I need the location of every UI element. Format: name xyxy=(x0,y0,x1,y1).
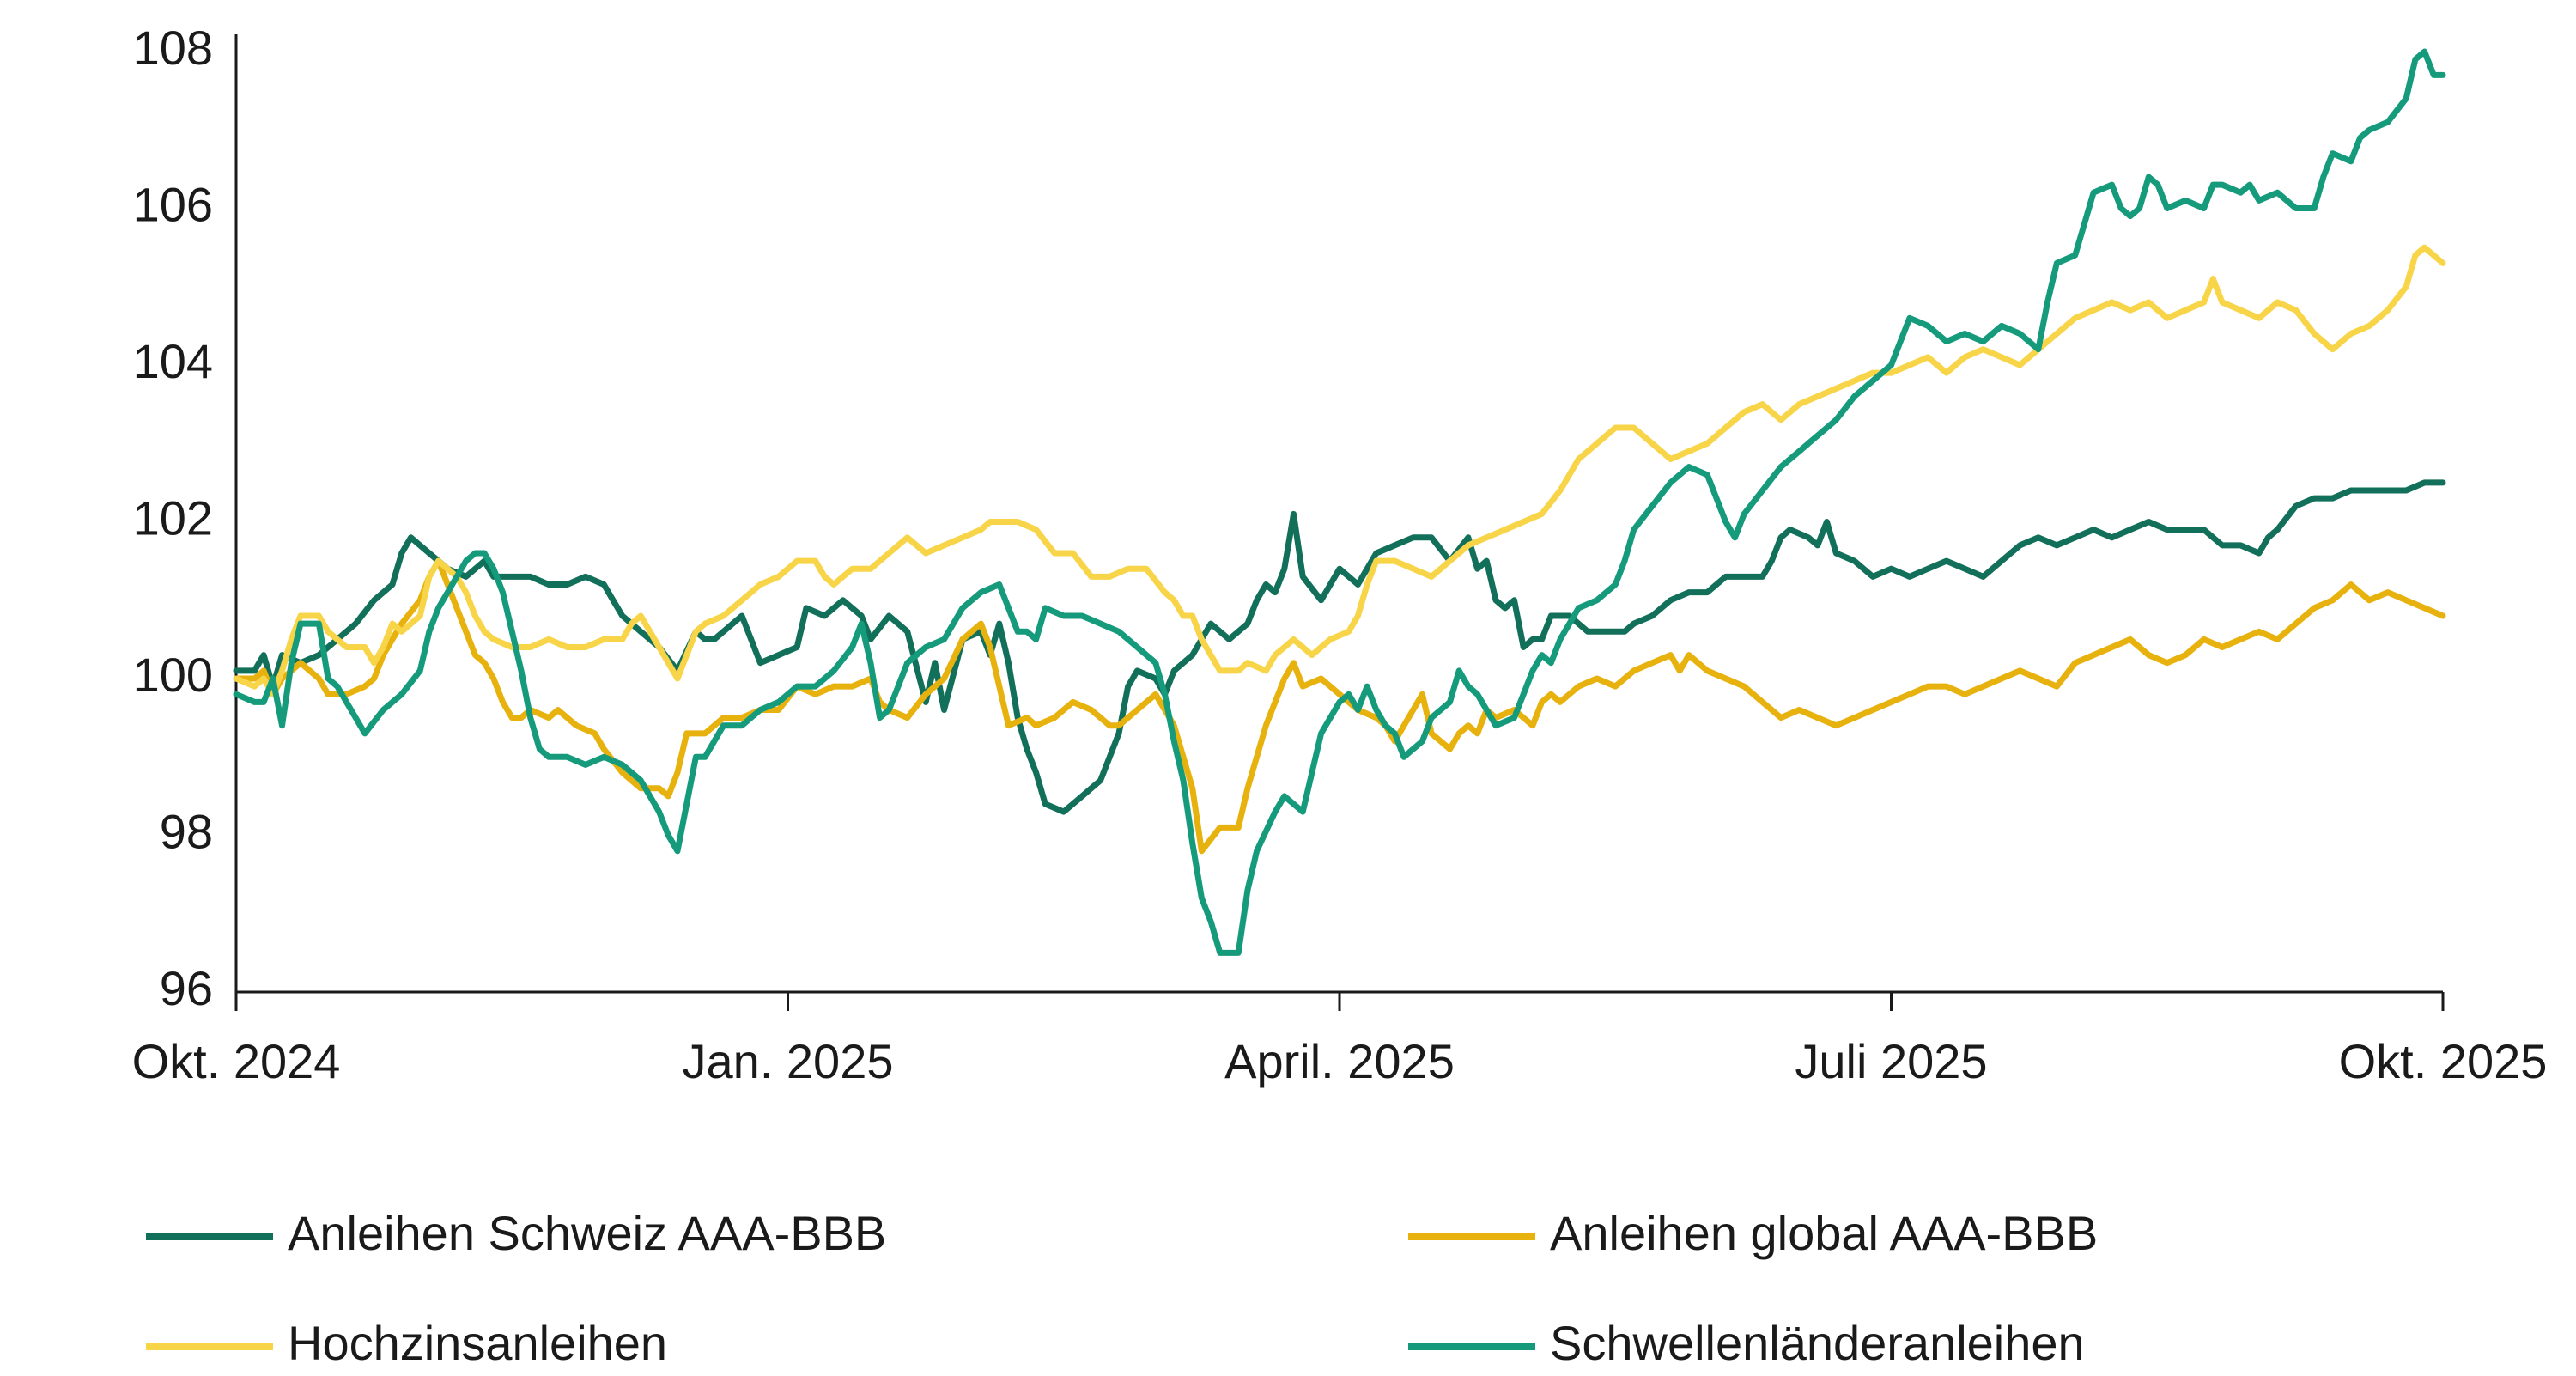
x-tick-label: Okt. 2025 xyxy=(2339,1034,2548,1088)
x-tick-label: April. 2025 xyxy=(1224,1034,1455,1088)
y-tick-label: 106 xyxy=(133,177,213,231)
y-tick-label: 104 xyxy=(133,334,213,388)
y-tick-label: 98 xyxy=(160,804,213,858)
axes: 96 98 100 102 104 106 108 Okt. 2024 Jan. 2025 Apr… xyxy=(132,21,2548,1088)
x-tick-label: Jan. 2025 xyxy=(683,1034,894,1088)
series-line-3 xyxy=(233,244,2446,697)
series-layer xyxy=(233,48,2446,956)
legend-label-4: Schwellenländeranleihen xyxy=(1550,1316,2085,1370)
legend-label-1: Anleihen Schweiz AAA-BBB xyxy=(288,1206,886,1260)
series-line-4 xyxy=(233,48,2446,956)
x-tick-label: Juli 2025 xyxy=(1795,1034,1987,1088)
y-tick-label: 108 xyxy=(133,21,213,75)
legend-label-2: Anleihen global AAA-BBB xyxy=(1550,1206,2098,1260)
legend-label-3: Hochzinsanleihen xyxy=(288,1316,667,1370)
x-tick-label: Okt. 2024 xyxy=(132,1034,341,1088)
y-tick-label: 102 xyxy=(133,490,213,545)
series-line-2 xyxy=(233,557,2446,855)
legend: Anleihen Schweiz AAA-BBB Anleihen global … xyxy=(146,1206,2098,1370)
y-tick-label: 100 xyxy=(133,648,213,702)
series-line-1 xyxy=(233,479,2446,815)
y-tick-label: 96 xyxy=(160,961,213,1015)
